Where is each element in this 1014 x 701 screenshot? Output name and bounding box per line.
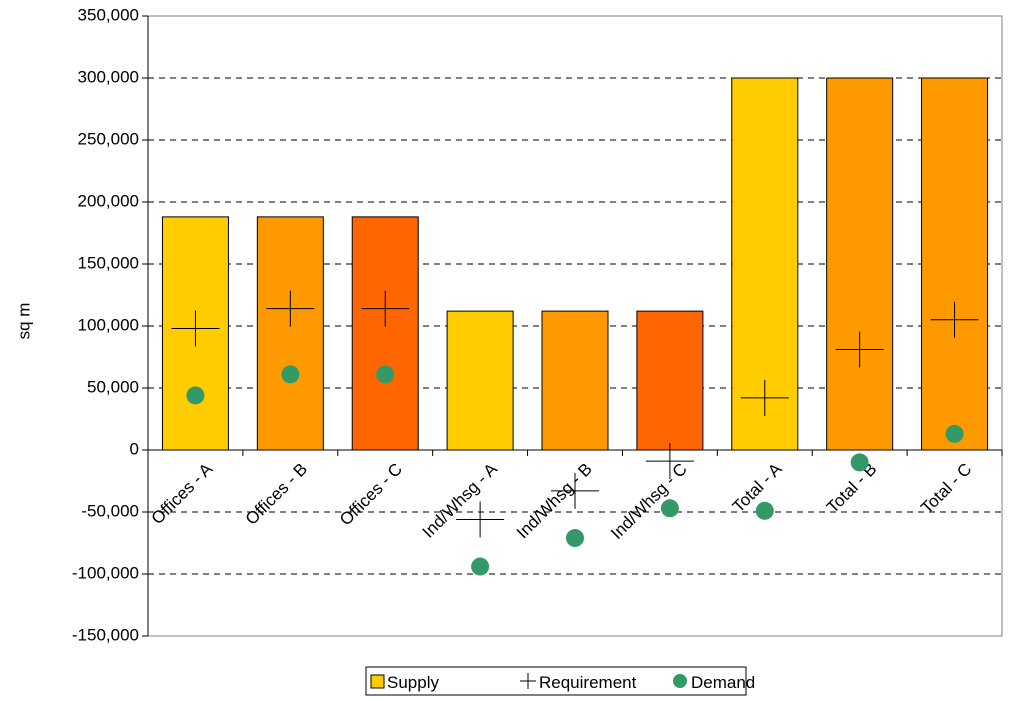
category-label: Offices - C (336, 459, 406, 529)
requirement-marker (740, 379, 789, 416)
y-tick-label: -150,000 (72, 625, 139, 644)
supply-bar (541, 310, 609, 451)
category-label: Total - B (823, 459, 881, 517)
supply-bar (256, 216, 324, 451)
y-axis-title: sq m (14, 303, 33, 340)
category-label: Offices - A (148, 459, 217, 528)
category-label: Ind/Whsg - A (419, 459, 502, 542)
y-tick-label: 0 (130, 439, 139, 458)
supply-bar (921, 77, 989, 451)
requirement-marker (361, 290, 410, 327)
y-tick-label: 200,000 (78, 191, 139, 210)
supply-bar (446, 310, 514, 451)
legend-supply-label: Supply (387, 673, 439, 692)
requirement-marker (266, 290, 315, 327)
y-tick-label: 350,000 (78, 5, 139, 24)
legend-demand-label: Demand (691, 673, 755, 692)
demand-marker (376, 365, 395, 384)
legend-requirement-label: Requirement (539, 673, 637, 692)
requirement-marker (171, 310, 220, 347)
y-tick-label: -50,000 (81, 501, 139, 520)
demand-marker (566, 529, 584, 548)
category-label: Total - C (917, 459, 975, 517)
demand-marker (186, 386, 205, 405)
requirement-marker (456, 501, 505, 538)
category-label: Ind/Whsg - B (513, 459, 596, 542)
demand-marker (660, 499, 679, 518)
requirement-marker (835, 331, 884, 368)
category-label: Ind/Whsg - C (607, 459, 691, 543)
demand-marker (755, 501, 774, 520)
y-tick-label: -100,000 (72, 563, 139, 582)
supply-bar (826, 77, 894, 451)
supply-bar (351, 216, 419, 451)
demand-marker (850, 453, 869, 472)
requirement-marker (930, 301, 979, 338)
requirement-marker (645, 443, 694, 480)
bar-layer (161, 77, 989, 451)
category-label: Offices - B (242, 459, 311, 528)
demand-marker (281, 365, 300, 384)
requirement-marker (551, 472, 599, 509)
demand-marker (471, 557, 490, 576)
legend-requirement-marker (520, 673, 536, 689)
legend-supply-swatch (370, 674, 385, 689)
category-label-layer: Offices - A Offices - B Offices - C Ind/Whs… (148, 459, 976, 543)
demand-marker (945, 424, 964, 443)
y-tick-label: 300,000 (78, 67, 139, 86)
y-tick-label: 100,000 (78, 315, 139, 334)
marker-layer (171, 290, 979, 576)
legend-demand-marker (673, 674, 687, 688)
y-tick-label: 250,000 (78, 129, 139, 148)
y-tick-label: 50,000 (87, 377, 139, 396)
legend: Supply Requirement Demand (365, 666, 755, 696)
y-tick-label: 150,000 (78, 253, 139, 272)
supply-bar (636, 310, 704, 451)
